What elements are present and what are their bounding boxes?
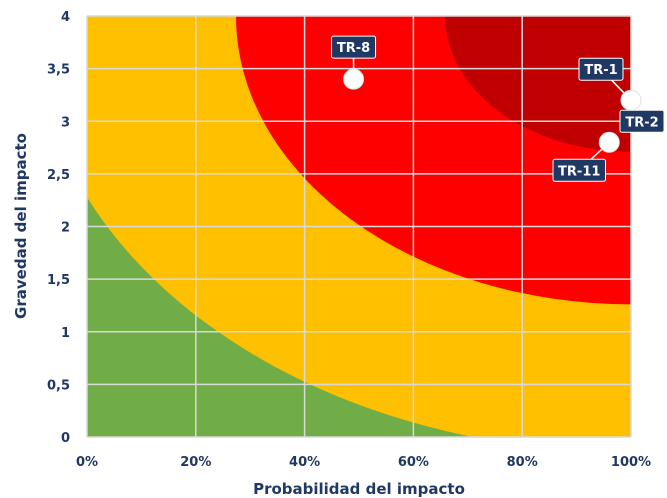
- point-label-box: [331, 35, 377, 59]
- point-tr-11: TR-11: [552, 131, 620, 182]
- y-tick-label: 4: [61, 10, 70, 25]
- y-tick-label: 2: [61, 221, 70, 236]
- grid-lines: [86, 15, 632, 438]
- x-axis-ticks: 0% 20% 40% 60% 80% 100%: [76, 455, 651, 470]
- point-tr-1: TR-1: [578, 57, 642, 111]
- point-tr-8: TR-8: [331, 35, 377, 90]
- x-tick-label: 60%: [398, 455, 429, 470]
- y-tick-label: 1: [61, 326, 70, 341]
- y-tick-label: 1,5: [47, 273, 70, 288]
- x-axis-title: Probabilidad del impacto: [253, 480, 465, 498]
- y-tick-label: 0: [61, 431, 70, 446]
- point-marker: [620, 89, 642, 111]
- point-label: TR-2: [625, 115, 658, 130]
- point-label-box: [552, 158, 606, 182]
- y-tick-label: 0,5: [47, 378, 70, 393]
- zone-crítico: [445, 16, 631, 152]
- point-label: TR-11: [558, 164, 600, 179]
- point-marker: [598, 131, 620, 153]
- y-axis-ticks: 0 0,5 1 1,5 2 2,5 3 3,5 4: [47, 10, 70, 446]
- point-label: TR-8: [337, 41, 370, 56]
- y-tick-label: 2,5: [47, 168, 70, 183]
- x-tick-label: 40%: [289, 455, 320, 470]
- x-tick-label: 0%: [76, 455, 98, 470]
- point-tr-2: TR-2: [619, 109, 665, 133]
- y-tick-label: 3,5: [47, 63, 70, 78]
- y-axis-title: Gravedad del impacto: [12, 133, 30, 319]
- y-tick-label: 3: [61, 115, 70, 130]
- data-points: TR-8 TR-1 TR-2 TR-11: [331, 35, 665, 182]
- point-label-box: [619, 109, 665, 133]
- point-label: TR-1: [584, 63, 617, 78]
- point-label-box: [578, 57, 624, 81]
- x-tick-label: 20%: [180, 455, 211, 470]
- x-tick-label: 100%: [611, 455, 651, 470]
- point-marker: [343, 68, 365, 90]
- x-tick-label: 80%: [507, 455, 538, 470]
